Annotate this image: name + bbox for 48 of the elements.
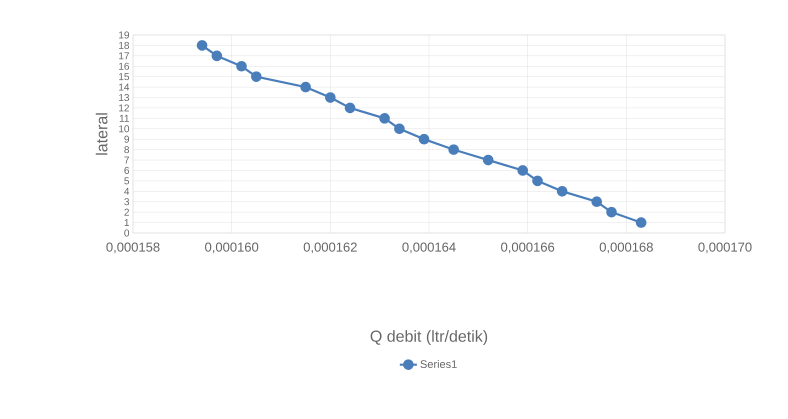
y-tick-label: 13 — [119, 94, 130, 102]
x-tick-label: 0,000164 — [402, 242, 456, 254]
point — [591, 196, 602, 208]
y-tick-label: 16 — [119, 62, 130, 70]
y-tick-label: 15 — [119, 73, 130, 80]
point — [418, 134, 430, 144]
point — [517, 165, 528, 176]
legend-label: Series1 — [420, 360, 457, 368]
point — [532, 176, 543, 186]
y-tick-label: 8 — [124, 146, 130, 154]
y-tick-label: 18 — [119, 42, 130, 49]
y-axis-title: lateral — [96, 113, 108, 155]
y-tick-label: 12 — [119, 104, 129, 112]
point — [300, 82, 311, 92]
point — [556, 186, 568, 197]
point — [379, 113, 390, 124]
y-tick-label: 5 — [124, 177, 130, 184]
x-tick-label: 0,000166 — [501, 242, 554, 254]
point — [325, 92, 336, 103]
x-axis-title: Q debit (ltr/detik) — [370, 330, 488, 346]
point — [636, 217, 646, 228]
x-tick-label: 0,000170 — [698, 242, 752, 254]
point — [344, 102, 356, 114]
y-tick-label: 19 — [119, 31, 130, 39]
x-tick-label: 0,000162 — [304, 242, 357, 254]
point — [236, 60, 247, 72]
point — [251, 71, 262, 82]
y-tick-label: 3 — [124, 198, 130, 206]
y-tick-label: 4 — [124, 188, 130, 195]
y-tick-label: 9 — [124, 136, 130, 143]
y-tick-label: 14 — [119, 84, 130, 91]
x-tick-label: 0,000160 — [205, 242, 258, 254]
y-tick-label: 0 — [124, 229, 130, 237]
point — [196, 40, 208, 51]
y-tick-label: 2 — [124, 208, 129, 216]
y-tick-label: 6 — [124, 166, 130, 174]
point — [606, 206, 617, 218]
point — [482, 154, 494, 166]
y-tick-label: 10 — [119, 125, 130, 132]
x-tick-label: 0,000168 — [600, 242, 653, 254]
y-tick-label: 7 — [124, 156, 129, 164]
y-tick-label: 17 — [119, 52, 129, 60]
y-tick-label: 11 — [120, 114, 129, 122]
point — [394, 123, 405, 134]
y-tick-label: 1 — [124, 219, 129, 226]
x-tick-label: 0,000158 — [106, 242, 160, 254]
point — [448, 144, 459, 155]
point — [212, 50, 222, 62]
